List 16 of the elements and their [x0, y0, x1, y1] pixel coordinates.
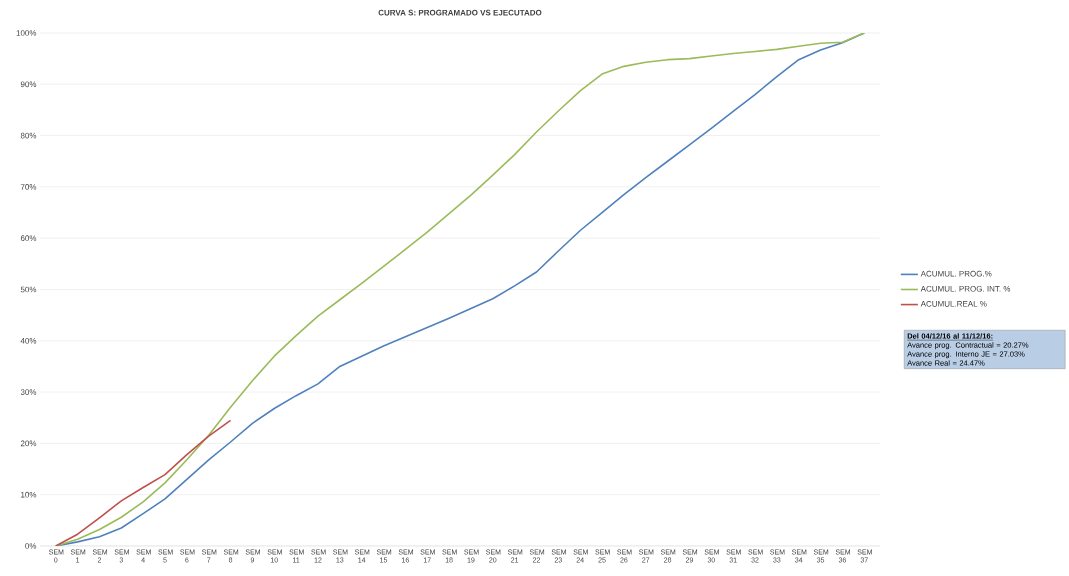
y-tick-label: 70% — [20, 184, 37, 190]
legend-label: ACUMUL.REAL % — [920, 301, 987, 307]
y-tick-label: 20% — [20, 440, 37, 447]
legend-label: ACUMUL. PROG.% — [920, 270, 992, 277]
line-series — [54, 419, 232, 546]
y-tick-label: 50% — [20, 286, 37, 293]
legend-label: ACUMUL. PROG. INT. % — [920, 285, 1011, 292]
y-tick-label: 80% — [20, 132, 37, 139]
y-tick-label: 90% — [20, 81, 37, 88]
y-tick-label: 30% — [20, 389, 37, 395]
chart-title: CURVA S: PROGRAMADO VS EJECUTADO — [378, 9, 542, 16]
y-tick-label: 40% — [20, 337, 37, 344]
y-tick-label: 10% — [21, 491, 37, 498]
y-tick-label: 100% — [16, 30, 37, 36]
y-tick-label: 60% — [20, 235, 37, 242]
y-tick-label: 0% — [25, 543, 37, 549]
